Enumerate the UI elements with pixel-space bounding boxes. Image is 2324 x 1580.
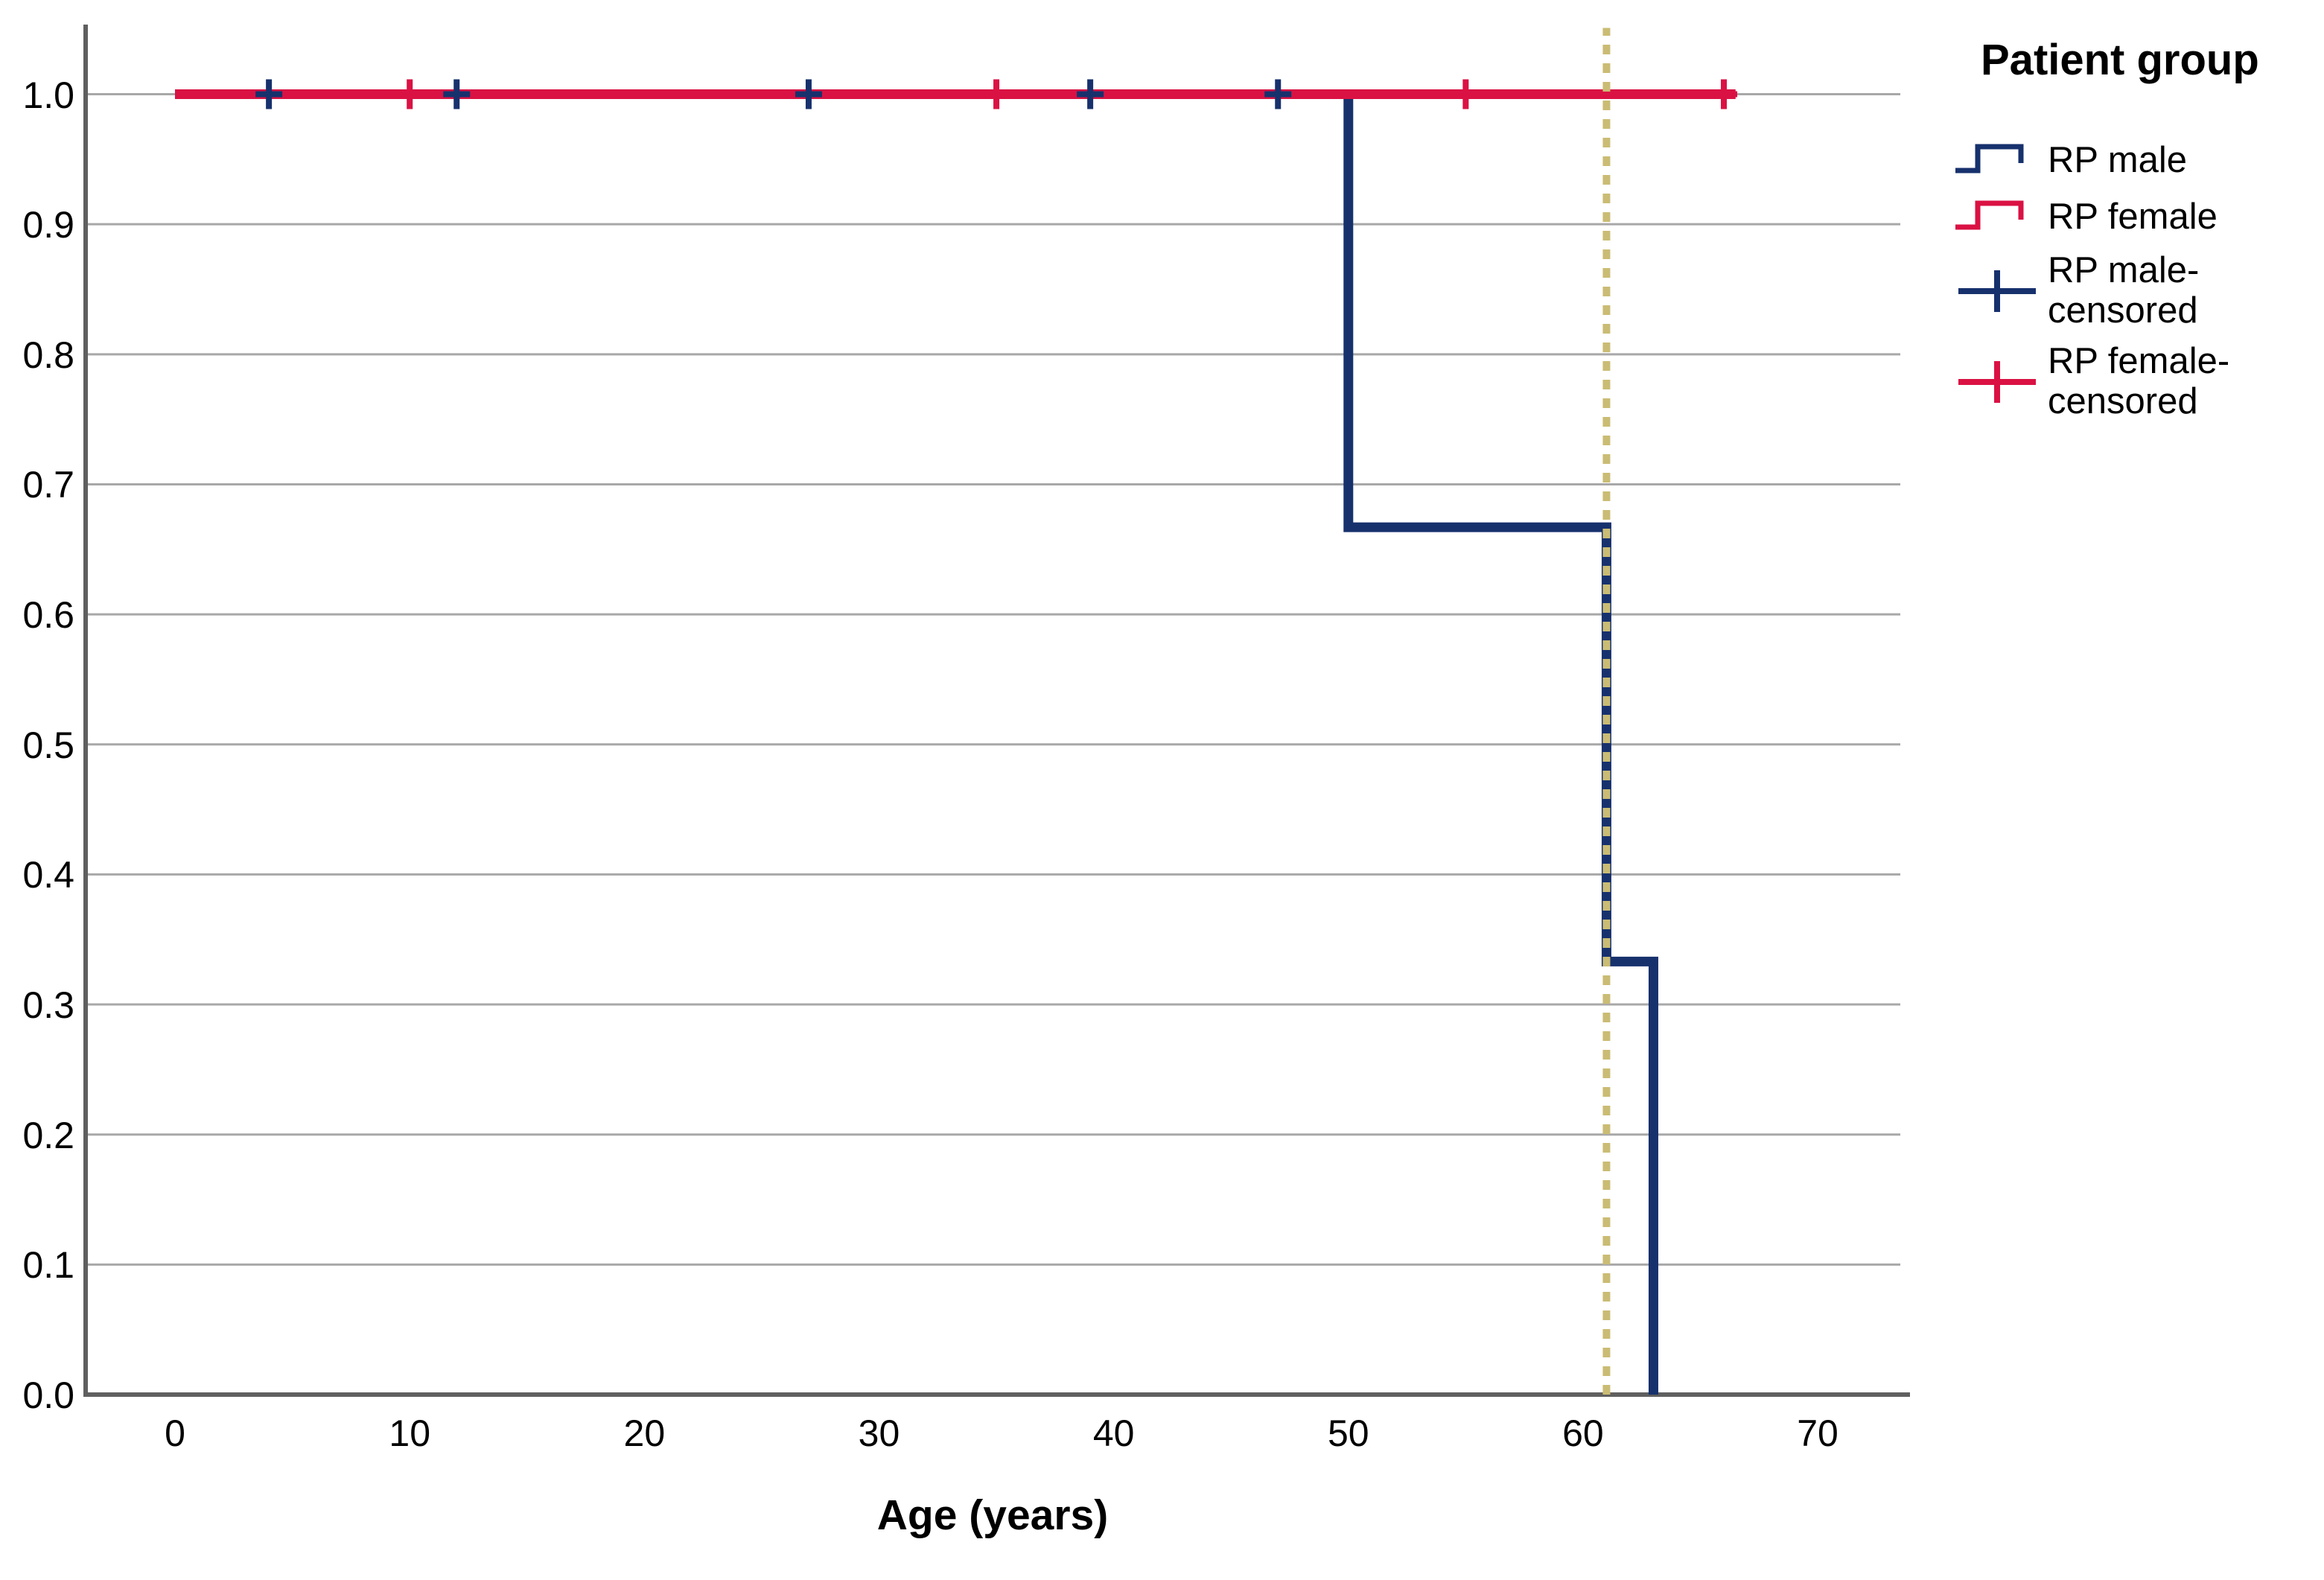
y-tick-label-0.0: 0.0 <box>22 1374 74 1416</box>
legend-item-rp-female: RP female <box>1952 194 2322 240</box>
legend-symbol-stroke <box>1958 361 2036 403</box>
legend-title: Patient group <box>1981 36 2259 84</box>
legend: Patient group RP male RP female RP male-ce… <box>1952 36 2322 421</box>
legend-item-label: RP female-censored <box>2048 341 2230 421</box>
censored-plus-icon <box>1958 270 2036 312</box>
x-tick-label-10: 10 <box>389 1412 431 1454</box>
legend-symbol-stroke <box>1958 270 2036 312</box>
y-tick-label-0.4: 0.4 <box>22 854 74 896</box>
legend-item-rp-male-censored: RP male-censored <box>1952 250 2322 331</box>
legend-item-rp-male: RP male <box>1952 137 2322 183</box>
legend-item-list: RP male RP female RP male-censored RP femal… <box>1952 137 2322 421</box>
y-tick-label-0.3: 0.3 <box>22 984 74 1027</box>
legend-symbol-stroke <box>1955 144 2024 173</box>
y-tick-label-0.7: 0.7 <box>22 464 74 506</box>
x-tick-label-50: 50 <box>1327 1412 1369 1454</box>
legend-item-label: RP male-censored <box>2048 250 2200 331</box>
y-tick-label-0.2: 0.2 <box>22 1114 74 1156</box>
y-tick-label-0.8: 0.8 <box>22 334 74 376</box>
x-tick-label-60: 60 <box>1562 1412 1604 1454</box>
x-tick-label-70: 70 <box>1797 1412 1838 1454</box>
y-tick-label-0.9: 0.9 <box>22 204 74 246</box>
y-tick-label-0.6: 0.6 <box>22 594 74 637</box>
legend-symbol-stroke <box>1955 200 2024 230</box>
x-axis-title: Age (years) <box>876 1491 1109 1539</box>
legend-item-label: RP male <box>2048 140 2188 180</box>
censored-plus-icon <box>1958 361 2036 403</box>
y-tick-label-0.1: 0.1 <box>22 1244 74 1287</box>
x-tick-label-40: 40 <box>1092 1412 1135 1454</box>
step-line-icon <box>1955 200 2024 230</box>
y-tick-label-1.0: 1.0 <box>22 74 74 116</box>
x-tick-label-0: 0 <box>165 1412 185 1454</box>
step-line-icon <box>1955 144 2024 173</box>
x-tick-label-30: 30 <box>858 1412 900 1454</box>
y-tick-label-0.5: 0.5 <box>22 724 74 766</box>
x-tick-label-20: 20 <box>623 1412 666 1454</box>
legend-item-rp-female-censored: RP female-censored <box>1952 341 2322 421</box>
legend-item-label: RP female <box>2048 197 2218 237</box>
